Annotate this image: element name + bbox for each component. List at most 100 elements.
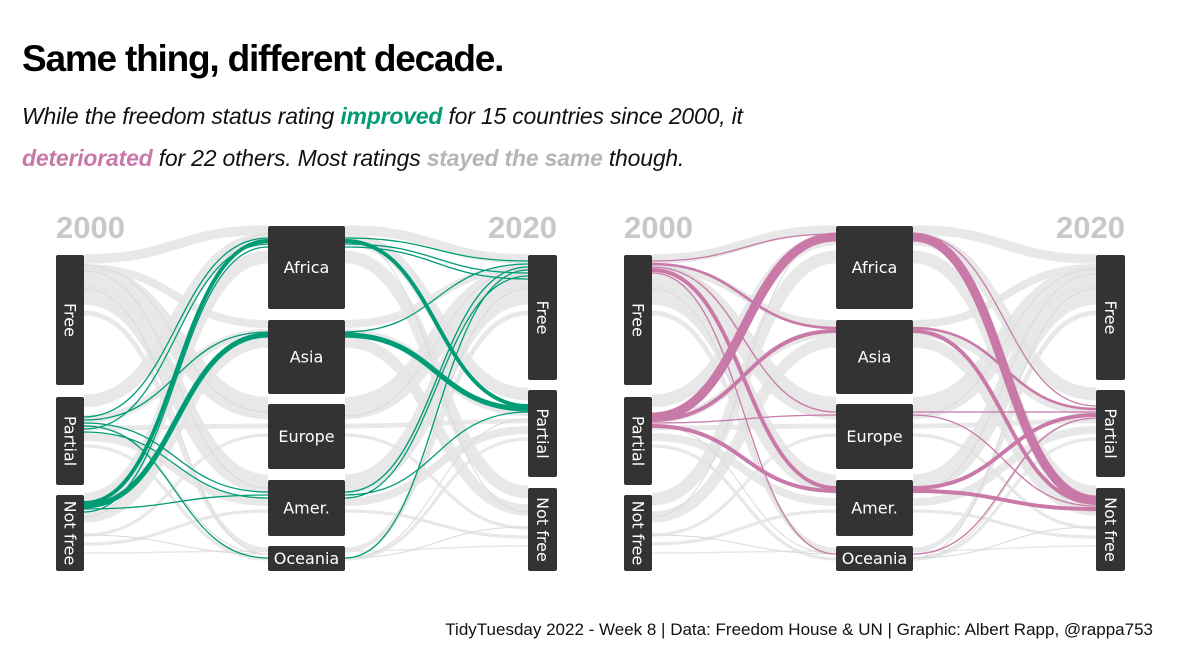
background-flow <box>912 273 1097 493</box>
node-2000-free-box <box>56 255 84 385</box>
node-2000-free-box <box>624 255 652 385</box>
highlighted-flow <box>912 417 1097 555</box>
node-2000-partial-label: Partial <box>61 416 80 466</box>
node-2000-not-free: Not free <box>624 495 652 571</box>
background-flow <box>912 509 1097 539</box>
background-flow <box>912 526 1097 559</box>
highlighted-flow <box>344 332 529 412</box>
node-2000-partial-box <box>624 397 652 485</box>
background-flow <box>912 225 1097 264</box>
background-flow <box>83 433 269 537</box>
node-region-asia: Asia <box>268 320 345 394</box>
background-flow <box>83 550 269 554</box>
background-flow <box>912 545 1097 552</box>
background-flow <box>651 433 837 506</box>
node-region-amer-label: Amer. <box>283 499 330 518</box>
alluvial-panel-deteriorated: 2000 2020 Free Partial Not free Africa Asia Eur… <box>624 210 1125 571</box>
highlighted-flow <box>912 233 1097 407</box>
node-region-asia-box <box>268 320 345 394</box>
highlighted-flow <box>912 232 1097 505</box>
node-region-africa-label: Africa <box>852 258 898 277</box>
node-2000-not-free-label: Not free <box>629 501 648 566</box>
node-region-europe-label: Europe <box>846 427 902 446</box>
background-flow <box>651 534 837 555</box>
background-flow <box>344 418 529 559</box>
highlighted-flow <box>651 233 837 262</box>
node-2020-partial-box <box>1096 390 1125 477</box>
background-flows <box>651 225 1097 561</box>
node-region-asia-label: Asia <box>858 348 892 367</box>
background-flow <box>344 264 529 328</box>
node-2000-free: Free <box>56 255 84 385</box>
deteriorated-highlight: deteriorated <box>22 145 153 171</box>
alluvial-panel-improved: 2000 2020 Free Partial Not free Africa Asia Eur… <box>56 210 557 571</box>
background-flow <box>912 433 1097 530</box>
chart-title: Same thing, different decade. <box>22 38 504 79</box>
background-flow <box>912 288 1097 559</box>
highlighted-flow <box>344 275 529 499</box>
highlighted-flow <box>344 269 529 559</box>
highlighted-flow <box>344 243 529 274</box>
node-2020-partial: Partial <box>528 390 557 477</box>
background-flow <box>912 418 1097 559</box>
same-highlight: stayed the same <box>426 145 603 171</box>
highlighted-flow <box>651 262 837 330</box>
background-flow <box>651 444 837 561</box>
node-region-oceania-label: Oceania <box>842 549 907 568</box>
background-flow <box>912 264 1097 328</box>
background-flows <box>83 225 529 561</box>
highlighted-flow <box>651 424 837 493</box>
background-flow <box>83 433 269 506</box>
node-2020-free: Free <box>1096 255 1125 380</box>
node-2020-free: Free <box>528 255 557 380</box>
node-2020-partial-label: Partial <box>533 408 552 458</box>
node-region-europe: Europe <box>268 404 345 469</box>
highlighted-flow <box>651 266 837 413</box>
year-label-2020: 2020 <box>1056 210 1125 245</box>
caption: TidyTuesday 2022 - Week 8 | Data: Freedo… <box>445 620 1153 639</box>
background-flow <box>651 336 837 523</box>
background-flow <box>344 288 529 559</box>
node-region-amer: Amer. <box>268 480 345 536</box>
node-2000-not-free-box <box>56 495 84 571</box>
node-region-amer-label: Amer. <box>851 499 898 518</box>
highlighted-flow <box>912 329 1097 505</box>
node-region-africa-box <box>268 226 345 309</box>
node-region-amer-box <box>836 480 913 536</box>
node-region-amer: Amer. <box>836 480 913 536</box>
background-flow <box>912 426 1097 506</box>
node-2020-free-box <box>1096 255 1125 380</box>
highlighted-flow <box>344 266 529 493</box>
node-region-europe-box <box>836 404 913 469</box>
node-region-oceania-box <box>836 546 913 571</box>
highlighted-flow <box>344 411 529 496</box>
node-region-asia: Asia <box>836 320 913 394</box>
subtitle-text: for 22 others. Most ratings <box>152 145 427 171</box>
node-region-africa-box <box>836 226 913 309</box>
node-2020-not-free: Not free <box>1096 488 1125 571</box>
improved-highlight: improved <box>340 103 443 129</box>
highlighted-flow <box>83 243 269 430</box>
background-flow <box>344 336 529 516</box>
node-2020-free-label: Free <box>1101 301 1120 335</box>
node-region-asia-label: Asia <box>290 348 324 367</box>
node-region-europe-box <box>268 404 345 469</box>
highlighted-flows <box>651 232 1097 555</box>
background-flow <box>83 424 269 555</box>
node-region-africa: Africa <box>836 226 913 309</box>
node-2020-not-free-box <box>1096 488 1125 571</box>
node-2020-partial-label: Partial <box>1101 408 1120 458</box>
highlighted-flow <box>83 425 269 559</box>
highlighted-flows <box>83 237 529 559</box>
background-flow <box>344 509 529 539</box>
node-2000-partial: Partial <box>624 397 652 485</box>
background-flow <box>344 437 529 561</box>
node-2000-partial: Partial <box>56 397 84 485</box>
node-region-oceania: Oceania <box>836 546 913 571</box>
background-flow <box>344 526 529 559</box>
highlighted-flow <box>651 329 837 422</box>
background-flow <box>651 288 837 555</box>
node-region-oceania-label: Oceania <box>274 549 339 568</box>
highlighted-flow <box>912 489 1097 511</box>
highlighted-flow <box>83 431 269 499</box>
